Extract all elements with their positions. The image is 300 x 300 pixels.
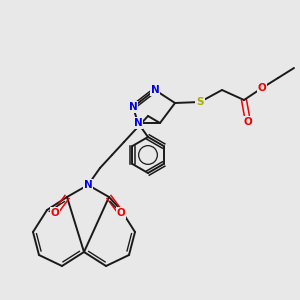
Text: O: O bbox=[51, 208, 59, 218]
Text: N: N bbox=[134, 118, 142, 128]
Text: N: N bbox=[129, 102, 137, 112]
Text: O: O bbox=[117, 208, 125, 218]
Text: N: N bbox=[84, 180, 92, 190]
Text: S: S bbox=[196, 97, 204, 107]
Text: O: O bbox=[258, 83, 266, 93]
Text: O: O bbox=[244, 117, 252, 127]
Text: N: N bbox=[151, 85, 159, 95]
